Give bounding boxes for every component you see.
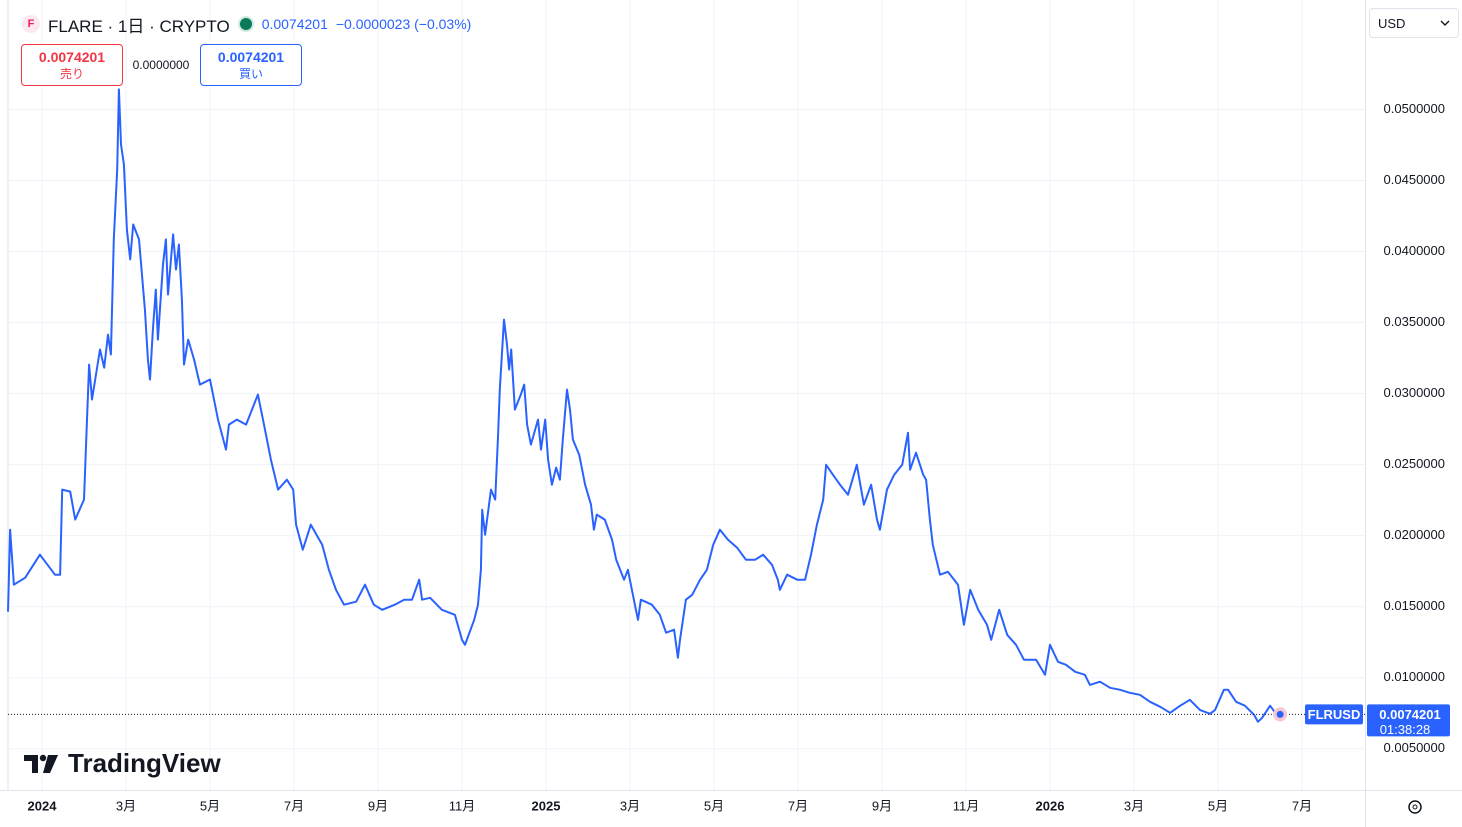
x-tick-label: 9月 [368,798,388,813]
buy-button[interactable]: 0.0074201 買い [200,44,302,86]
symbol-tag [1305,704,1363,725]
last-point [1276,710,1284,718]
x-tick-label: 5月 [704,798,724,813]
y-tick-label: 0.0450000 [1384,172,1445,187]
x-tick-label: 2025 [532,798,561,813]
gear[interactable] [1408,800,1422,814]
x-tick-label: 7月 [788,798,808,813]
spread: 0.0000000 [132,58,190,72]
y-tick-label: 0.0350000 [1384,314,1445,329]
x-tick-label: 5月 [200,798,220,813]
x-tick-label: 3月 [116,798,136,813]
settings-icon[interactable] [1408,800,1422,814]
brand-logo [24,754,58,773]
x-tick-label: 3月 [1124,798,1144,813]
currency[interactable]: USD [1378,15,1406,31]
symbol-title[interactable]: FLARE · 1日 · CRYPTO [48,16,230,36]
x-tick-label: 3月 [620,798,640,813]
x-tick-label: 11月 [449,798,476,813]
y-tick-label: 0.0400000 [1384,243,1445,258]
plot [7,88,1365,723]
y-tick-label: 0.0200000 [1384,527,1445,542]
y-tick-label: 0.0150000 [1384,598,1445,613]
x-tick-label: 2026 [1036,798,1065,813]
price-tag [1367,704,1450,737]
x-tick-label: 11月 [953,798,980,813]
x-tick-label: 7月 [1292,798,1312,813]
brand-name: TradingView [68,748,221,778]
y-tick-label: 0.0250000 [1384,456,1445,471]
price-tag-countdown: 01:38:28 [1380,722,1431,737]
buy-label[interactable]: 買い [238,66,263,81]
y-tick-label: 0.0100000 [1384,669,1445,684]
grid [8,0,1365,790]
price-line [7,88,1281,723]
brand: TradingView [24,748,221,779]
currency-select[interactable]: USD [1369,8,1459,38]
axes: 0.0050000 0.0100000 0.0150000 0.0200000 0.02… [28,101,1450,813]
symbol-tag-label: FLRUSD [1308,707,1361,722]
price-change: −0.0000023 (−0.03%) [335,16,472,32]
sell-price[interactable]: 0.0074201 [38,48,106,65]
last-price: 0.0074201 [261,16,328,32]
symbol-header: F FLARE · 1日 · CRYPTO 0.0074201 −0.00000… [22,12,471,36]
y-tick-label: 0.0300000 [1384,385,1445,400]
sell-button[interactable]: 0.0074201 売り [21,44,123,86]
x-tick-label: 9月 [872,798,892,813]
buy-price[interactable]: 0.0074201 [217,48,285,65]
x-tick-label: 5月 [1208,798,1228,813]
sell-label[interactable]: 売り [59,66,84,81]
price-tag-value: 0.0074201 [1379,707,1440,722]
y-tick-label: 0.0500000 [1384,101,1445,116]
y-tick-label: 0.0050000 [1384,740,1445,755]
symbol-logo: F [22,15,40,33]
x-tick-label: 2024 [28,798,58,813]
market-status [237,16,254,32]
chevron[interactable] [1440,20,1450,26]
x-tick-label: 7月 [284,798,304,813]
gear-center[interactable] [1412,804,1418,810]
